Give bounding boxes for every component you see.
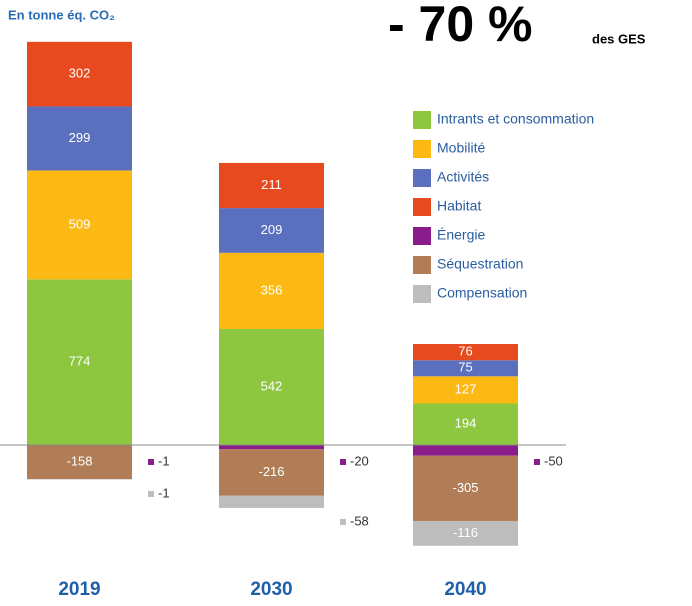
legend-marker-small bbox=[148, 491, 154, 497]
value-label: 302 bbox=[69, 66, 91, 81]
legend-marker-small bbox=[148, 459, 154, 465]
bar-segment bbox=[219, 252, 324, 330]
outside-value-label: -1 bbox=[158, 485, 170, 500]
bar-segment bbox=[413, 376, 518, 404]
bar-segment bbox=[413, 403, 518, 445]
value-label: 209 bbox=[261, 222, 283, 237]
bar-segment bbox=[413, 520, 518, 546]
value-label: -216 bbox=[258, 464, 284, 479]
outside-value-label: -20 bbox=[350, 453, 369, 468]
bar-segment bbox=[27, 41, 132, 107]
x-tick-label: 2019 bbox=[58, 579, 100, 600]
value-label: 211 bbox=[261, 177, 282, 192]
bar-segment bbox=[27, 445, 132, 480]
legend-label: Séquestration bbox=[437, 256, 523, 272]
legend-swatch bbox=[413, 227, 431, 245]
value-label: 299 bbox=[69, 130, 91, 145]
bar-segment bbox=[219, 208, 324, 253]
value-label: -116 bbox=[453, 525, 478, 540]
bar-segment bbox=[219, 445, 324, 450]
legend-label: Mobilité bbox=[437, 140, 485, 156]
bar-segment bbox=[219, 449, 324, 496]
bar-segment bbox=[27, 479, 132, 480]
legend-label: Activités bbox=[437, 169, 489, 185]
bar-segment bbox=[219, 495, 324, 508]
bar-segment bbox=[219, 162, 324, 209]
value-label: 542 bbox=[261, 378, 283, 393]
bar-segment bbox=[27, 106, 132, 171]
outside-value-label: -58 bbox=[350, 513, 369, 528]
legend-swatch bbox=[413, 285, 431, 303]
value-label: -305 bbox=[452, 480, 478, 495]
bar-segment bbox=[27, 279, 132, 445]
legend-swatch bbox=[413, 111, 431, 129]
x-tick-label: 2040 bbox=[444, 579, 486, 600]
value-label: 75 bbox=[458, 360, 472, 375]
outside-value-label: -1 bbox=[158, 453, 170, 468]
value-label: 509 bbox=[69, 216, 91, 231]
legend-label: Habitat bbox=[437, 198, 481, 214]
legend-marker-small bbox=[340, 518, 346, 525]
headline: - 70 % bbox=[388, 0, 533, 52]
bar-segment bbox=[413, 445, 518, 456]
unit-label: En tonne éq. CO₂ bbox=[8, 7, 115, 22]
bar-segment bbox=[219, 329, 324, 445]
value-label: 127 bbox=[455, 381, 477, 396]
legend-marker-small bbox=[534, 459, 540, 465]
bar-segment bbox=[413, 360, 518, 377]
value-label: 194 bbox=[455, 416, 477, 431]
legend-label: Énergie bbox=[437, 227, 485, 243]
legend-label: Intrants et consommation bbox=[437, 111, 594, 127]
legend-swatch bbox=[413, 140, 431, 158]
x-tick-label: 2030 bbox=[250, 579, 292, 600]
legend-swatch bbox=[413, 198, 431, 216]
value-label: -158 bbox=[66, 454, 92, 469]
bar-segment bbox=[413, 343, 518, 361]
bar-segment bbox=[27, 170, 132, 280]
value-label: 356 bbox=[261, 282, 283, 297]
outside-value-label: -50 bbox=[544, 453, 563, 468]
headline-note: des GES bbox=[592, 31, 646, 46]
value-label: 774 bbox=[69, 354, 91, 369]
legend-label: Compensation bbox=[437, 285, 527, 301]
legend-swatch bbox=[413, 256, 431, 274]
legend-marker-small bbox=[340, 459, 346, 465]
bar-segment bbox=[413, 455, 518, 521]
legend-swatch bbox=[413, 169, 431, 187]
value-label: 76 bbox=[458, 344, 472, 359]
